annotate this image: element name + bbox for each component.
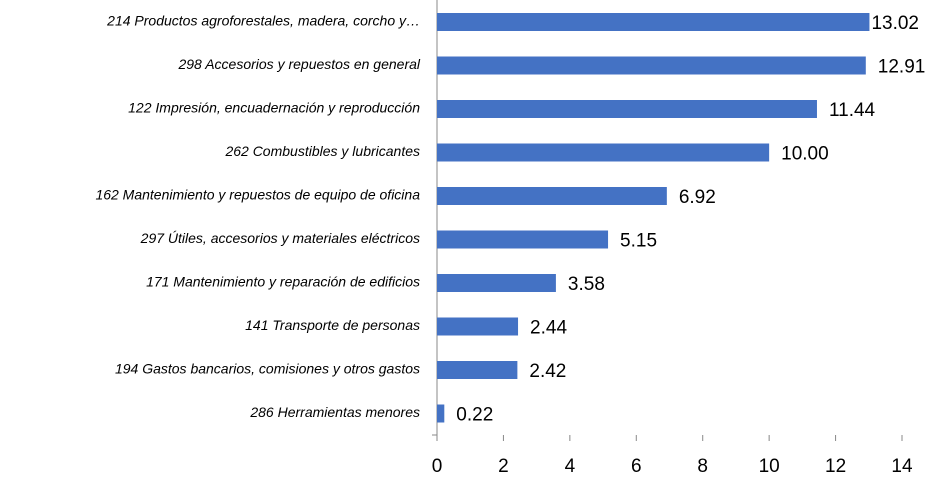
y-tick-label: 297 Útiles, accesorios y materiales eléc…: [140, 230, 420, 246]
value-label: 12.91: [878, 57, 926, 78]
value-label: 2.44: [530, 318, 567, 339]
bar: [437, 100, 817, 118]
bar: [437, 13, 870, 31]
x-tick-label: 14: [891, 456, 913, 477]
x-tick-label: 0: [432, 456, 443, 477]
x-tick-label: 12: [825, 456, 846, 477]
bar: [437, 230, 609, 249]
x-tick-label: 6: [631, 456, 642, 477]
bar: [437, 143, 770, 162]
y-tick-label: 298 Accesorios y repuestos en general: [177, 56, 420, 72]
y-tick-label: 141 Transporte de personas: [245, 317, 420, 333]
x-tick-label: 2: [498, 456, 509, 477]
x-tick-label: 10: [759, 456, 780, 477]
y-tick-label: 162 Mantenimiento y repuestos de equipo …: [95, 187, 420, 203]
value-label: 10.00: [781, 144, 829, 165]
x-tick-label: 8: [697, 456, 708, 477]
bar: [437, 404, 445, 423]
y-tick-label: 194 Gastos bancarios, comisiones y otros…: [115, 361, 420, 377]
bar: [437, 187, 667, 205]
bar: [437, 56, 866, 75]
bar: [437, 361, 518, 379]
y-tick-label: 262 Combustibles y lubricantes: [224, 143, 420, 159]
value-label: 0.22: [456, 405, 493, 426]
value-label: 13.02: [871, 13, 919, 34]
value-label: 2.42: [529, 361, 566, 382]
y-tick-label: 214 Productos agroforestales, madera, co…: [106, 13, 420, 29]
y-tick-label: 171 Mantenimiento y reparación de edific…: [146, 274, 420, 290]
y-tick-label: 286 Herramientas menores: [249, 404, 420, 420]
bar: [437, 317, 519, 336]
value-label: 11.44: [829, 100, 876, 121]
value-label: 5.15: [620, 231, 657, 252]
value-label: 6.92: [679, 187, 716, 208]
x-tick-label: 4: [565, 456, 576, 477]
y-tick-label: 122 Impresión, encuadernación y reproduc…: [128, 100, 420, 116]
bar: [437, 274, 556, 292]
value-label: 3.58: [568, 274, 605, 295]
